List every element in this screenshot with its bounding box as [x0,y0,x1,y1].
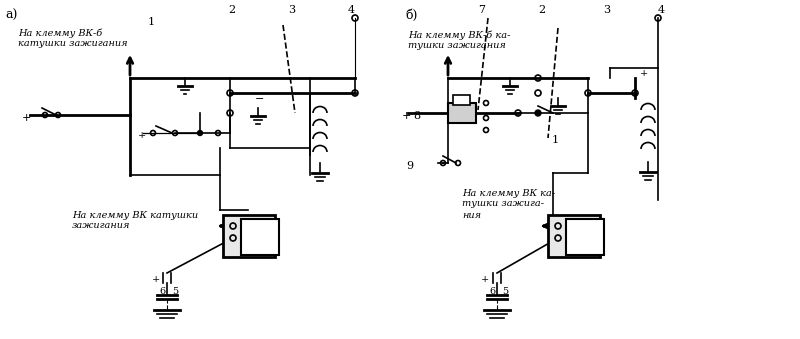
Bar [448,103,476,123]
Text: а): а) [5,8,18,21]
Text: тушки зажигания: тушки зажигания [408,41,506,51]
Text: ния: ния [462,211,481,219]
Text: 4: 4 [658,5,665,15]
Text: 8: 8 [413,111,420,121]
Text: На клемму ВК-б: На клемму ВК-б [18,28,102,38]
Text: 4: 4 [348,5,355,15]
Text: На клемму ВК-б ка-: На клемму ВК-б ка- [408,30,510,40]
Text: −: − [255,94,264,104]
Text: зажигания: зажигания [72,221,130,231]
Circle shape [535,110,541,116]
Text: +: + [640,68,648,78]
Text: +: + [402,111,411,121]
Text: б): б) [405,8,418,21]
Text: 6: 6 [159,287,165,297]
Text: 2: 2 [538,5,545,15]
Text: 2: 2 [228,5,235,15]
Text: тушки зажига-: тушки зажига- [462,199,544,208]
Bar [548,215,600,257]
Text: 3: 3 [603,5,610,15]
Bar [453,95,470,105]
Text: 1: 1 [552,135,559,145]
Text: 7: 7 [478,5,485,15]
Circle shape [198,131,202,136]
Text: катушки зажигания: катушки зажигания [18,39,128,47]
Text: +: + [22,113,31,123]
Text: 9: 9 [406,161,413,171]
Text: 5: 5 [172,287,178,297]
Text: 3: 3 [288,5,295,15]
Text: +: + [138,132,146,140]
Bar [241,219,279,255]
Text: +: + [152,276,160,284]
Bar [566,219,604,255]
Bar [223,215,275,257]
Text: 6: 6 [489,287,495,297]
Text: 1: 1 [148,17,155,27]
Text: На клемму ВК ка-: На клемму ВК ка- [462,188,555,198]
Text: +: + [481,276,490,284]
Text: 5: 5 [502,287,508,297]
Text: На клемму ВК катушки: На клемму ВК катушки [72,211,198,219]
